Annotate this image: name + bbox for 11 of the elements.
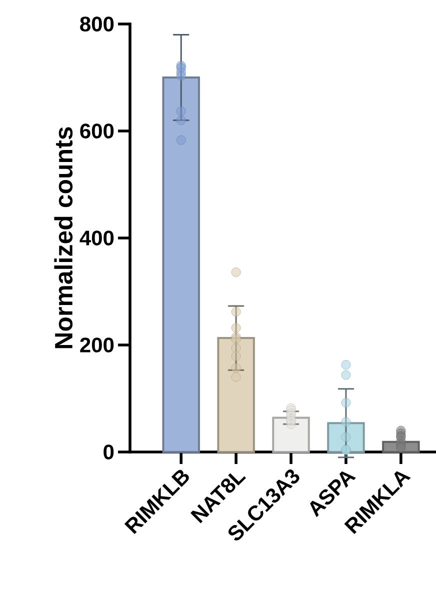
bar xyxy=(217,337,255,453)
bar xyxy=(162,76,200,453)
bar xyxy=(382,440,420,453)
y-tick-label: 200 xyxy=(80,338,114,352)
y-tick-label: 800 xyxy=(80,16,114,32)
y-tick-label: 600 xyxy=(80,124,114,138)
bar xyxy=(326,422,365,453)
y-axis-title: Normalized counts xyxy=(54,127,72,348)
bar xyxy=(272,416,310,453)
y-tick-label: 0 xyxy=(103,444,114,460)
y-tick-label: 400 xyxy=(80,230,114,246)
